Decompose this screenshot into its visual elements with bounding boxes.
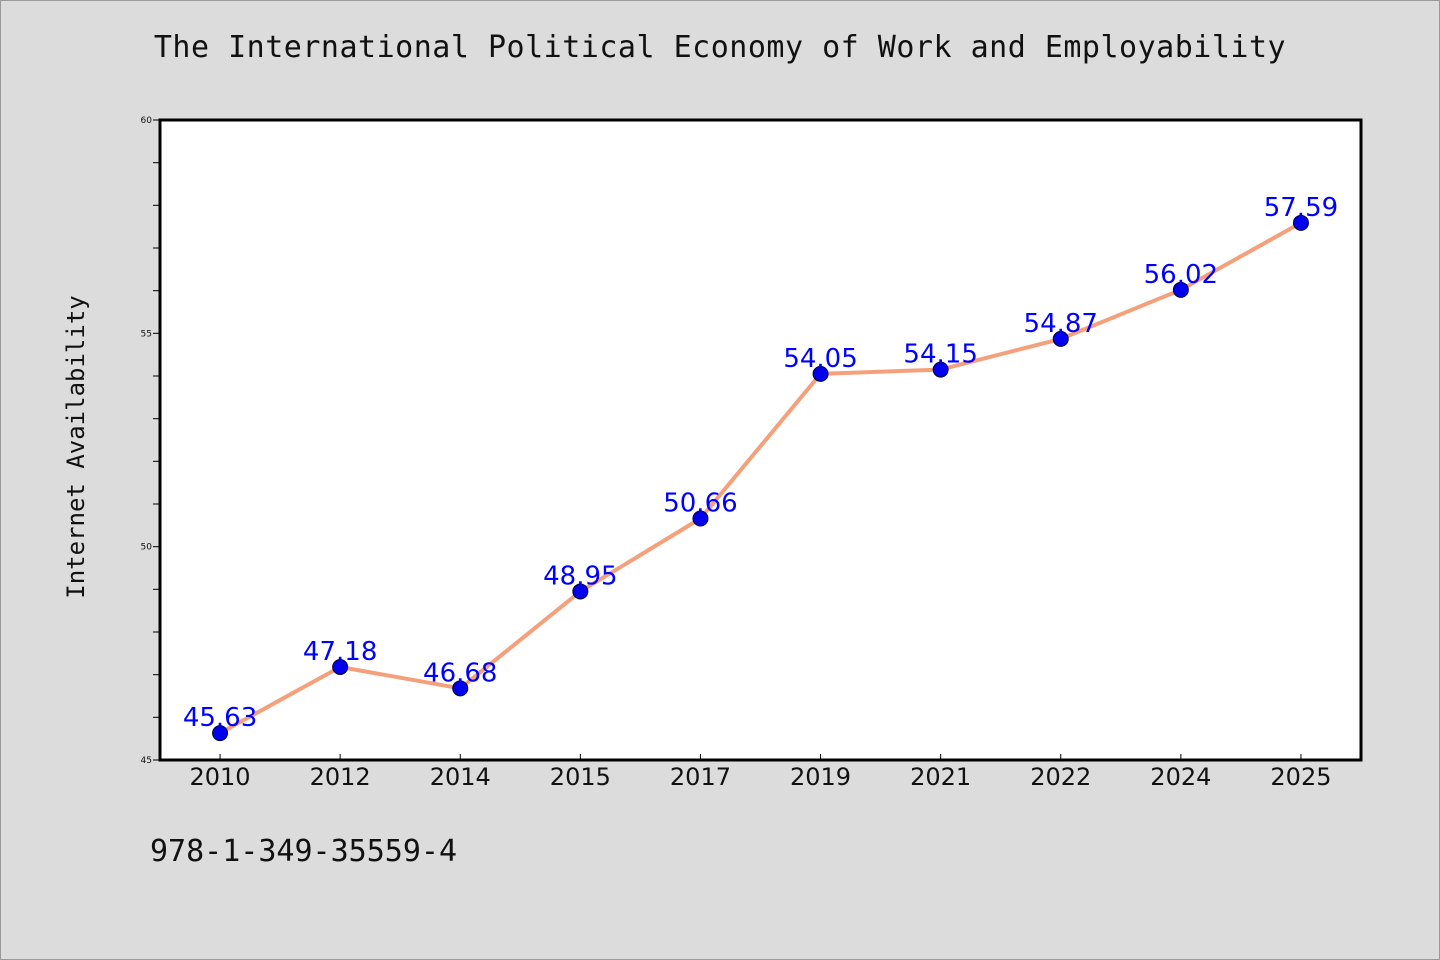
- data-label: 50.66: [663, 489, 737, 519]
- data-label: 45.63: [183, 703, 257, 733]
- x-tick-label: 2014: [430, 763, 491, 791]
- data-label: 47.18: [303, 637, 377, 667]
- data-label: 57.59: [1264, 193, 1338, 223]
- plot-area: [158, 118, 1363, 762]
- data-label: 54.15: [903, 340, 977, 370]
- data-point: [212, 725, 229, 742]
- data-point: [812, 365, 829, 382]
- data-point: [692, 510, 709, 527]
- data-label: 56.02: [1144, 260, 1218, 290]
- y-tick-label: 55: [141, 329, 152, 339]
- series-line: [219, 221, 1302, 735]
- x-tick-label: 2019: [790, 763, 851, 791]
- x-tick-label: 2024: [1150, 763, 1211, 791]
- data-label: 46.68: [423, 658, 497, 688]
- data-point: [1052, 330, 1069, 347]
- isbn-text: 978-1-349-35559-4: [150, 834, 458, 869]
- data-point: [332, 658, 349, 675]
- x-tick-label: 2010: [190, 763, 251, 791]
- data-point: [1292, 214, 1309, 231]
- data-label: 54.05: [783, 344, 857, 374]
- data-label: 48.95: [543, 561, 617, 591]
- y-tick-label: 60: [141, 116, 153, 126]
- data-point: [452, 680, 469, 697]
- x-tick-label: 2021: [910, 763, 971, 791]
- y-tick-label: 45: [141, 756, 152, 766]
- x-tick-label: 2012: [310, 763, 371, 791]
- data-label: 54.87: [1024, 309, 1098, 339]
- x-tick-label: 2025: [1270, 763, 1331, 791]
- x-tick-label: 2015: [550, 763, 611, 791]
- data-point: [932, 361, 949, 378]
- x-tick-label: 2017: [670, 763, 731, 791]
- chart-title: The International Political Economy of W…: [153, 30, 1287, 65]
- data-point: [572, 583, 589, 600]
- y-tick-label: 50: [141, 543, 153, 553]
- data-point: [1172, 281, 1189, 298]
- x-tick-label: 2022: [1030, 763, 1091, 791]
